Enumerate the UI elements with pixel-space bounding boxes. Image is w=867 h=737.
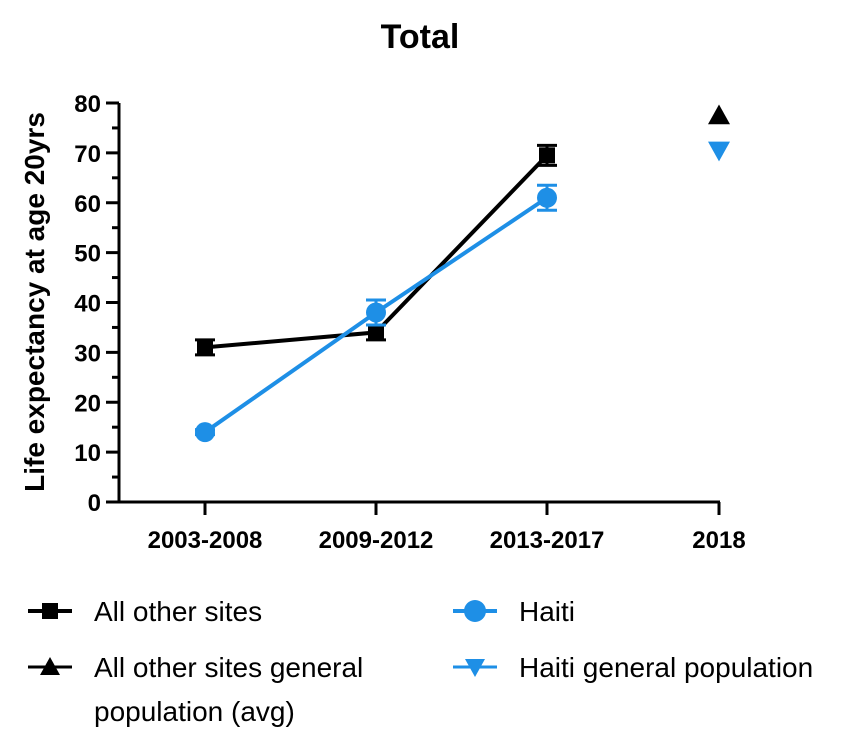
series-2 [708, 104, 730, 125]
x-tick-label: 2013-2017 [490, 527, 605, 554]
axes: 0 10 20 30 40 50 60 70 80 2003-2008 2009-2012 2013-… [74, 91, 745, 554]
data-point [708, 141, 730, 162]
y-tick-label: 50 [74, 241, 101, 268]
legend-marker [465, 659, 485, 677]
y-tick-label: 10 [74, 440, 101, 467]
series-1 [195, 183, 557, 443]
legend-label: Haiti [519, 596, 575, 627]
y-tick-label: 60 [74, 191, 101, 218]
y-tick-label: 30 [74, 340, 101, 367]
chart-title: Total [381, 18, 460, 56]
legend-marker [464, 600, 486, 622]
legend-item: Haiti [453, 596, 575, 627]
y-axis-label: Life expectancy at age 20yrs [19, 112, 50, 492]
legend-item: All other sites [28, 596, 262, 627]
series-3 [708, 141, 730, 162]
legend-marker [42, 603, 58, 619]
y-tick-label: 80 [74, 91, 101, 118]
data-point [539, 147, 555, 164]
data-point [197, 339, 213, 356]
data-point [708, 104, 730, 125]
legend-label: All other sites general [94, 652, 363, 683]
y-tick-label: 0 [88, 490, 101, 517]
x-tick-label: 2003-2008 [148, 527, 263, 554]
legend-label: All other sites [94, 596, 262, 627]
x-tick-label: 2009-2012 [319, 527, 434, 554]
y-tick-label: 40 [74, 291, 101, 318]
x-tick-label: 2018 [692, 527, 745, 554]
legend-item: All other sites general population (avg) [28, 652, 363, 727]
data-point [195, 422, 215, 443]
data-point [368, 324, 384, 341]
data-point [537, 187, 557, 208]
legend-marker [40, 657, 60, 675]
legend: All other sites Haiti All other sites gene… [28, 596, 813, 727]
series-layer [195, 104, 730, 443]
legend-label: population (avg) [94, 696, 295, 727]
data-point [366, 302, 386, 323]
legend-label: Haiti general population [519, 652, 813, 683]
y-tick-label: 70 [74, 141, 101, 168]
legend-item: Haiti general population [453, 652, 813, 683]
y-tick-label: 20 [74, 390, 101, 417]
